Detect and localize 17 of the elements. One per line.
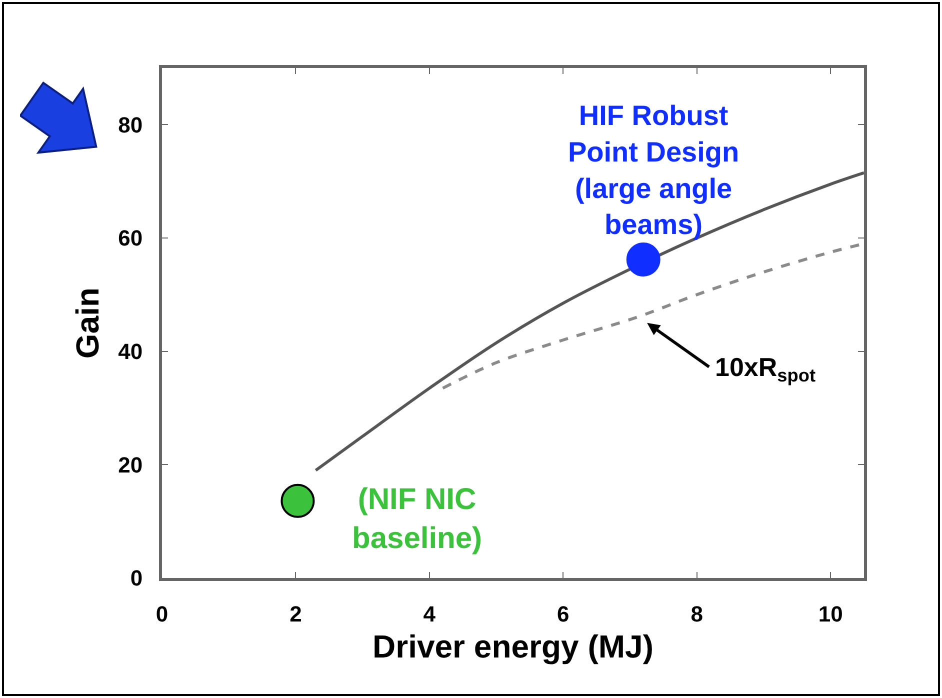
annotation: 10xR$_{spot}$ bbox=[715, 352, 816, 386]
y-tick-label: 20 bbox=[118, 452, 143, 478]
x-tick-label: 10 bbox=[818, 601, 843, 626]
x-tick-label: 8 bbox=[690, 601, 703, 626]
x-tick-label: 4 bbox=[423, 601, 436, 626]
x-tick-label: 6 bbox=[557, 601, 570, 626]
y-tick-label: 40 bbox=[118, 339, 143, 364]
y-axis-title: Gain bbox=[69, 287, 106, 359]
y-tick-label: 60 bbox=[118, 226, 143, 251]
annotation: (NIF NIC baseline) bbox=[352, 483, 482, 555]
annotation: HIF Robust Point Design (large angle beams) bbox=[568, 100, 740, 240]
x-axis-title: Driver energy (MJ) bbox=[372, 628, 654, 664]
y-tick-label: 0 bbox=[130, 566, 143, 591]
y-tick-label: 80 bbox=[118, 112, 143, 138]
x-tick-label: 2 bbox=[290, 601, 302, 626]
x-tick-label: 0 bbox=[156, 601, 168, 626]
line-series bbox=[314, 171, 864, 472]
